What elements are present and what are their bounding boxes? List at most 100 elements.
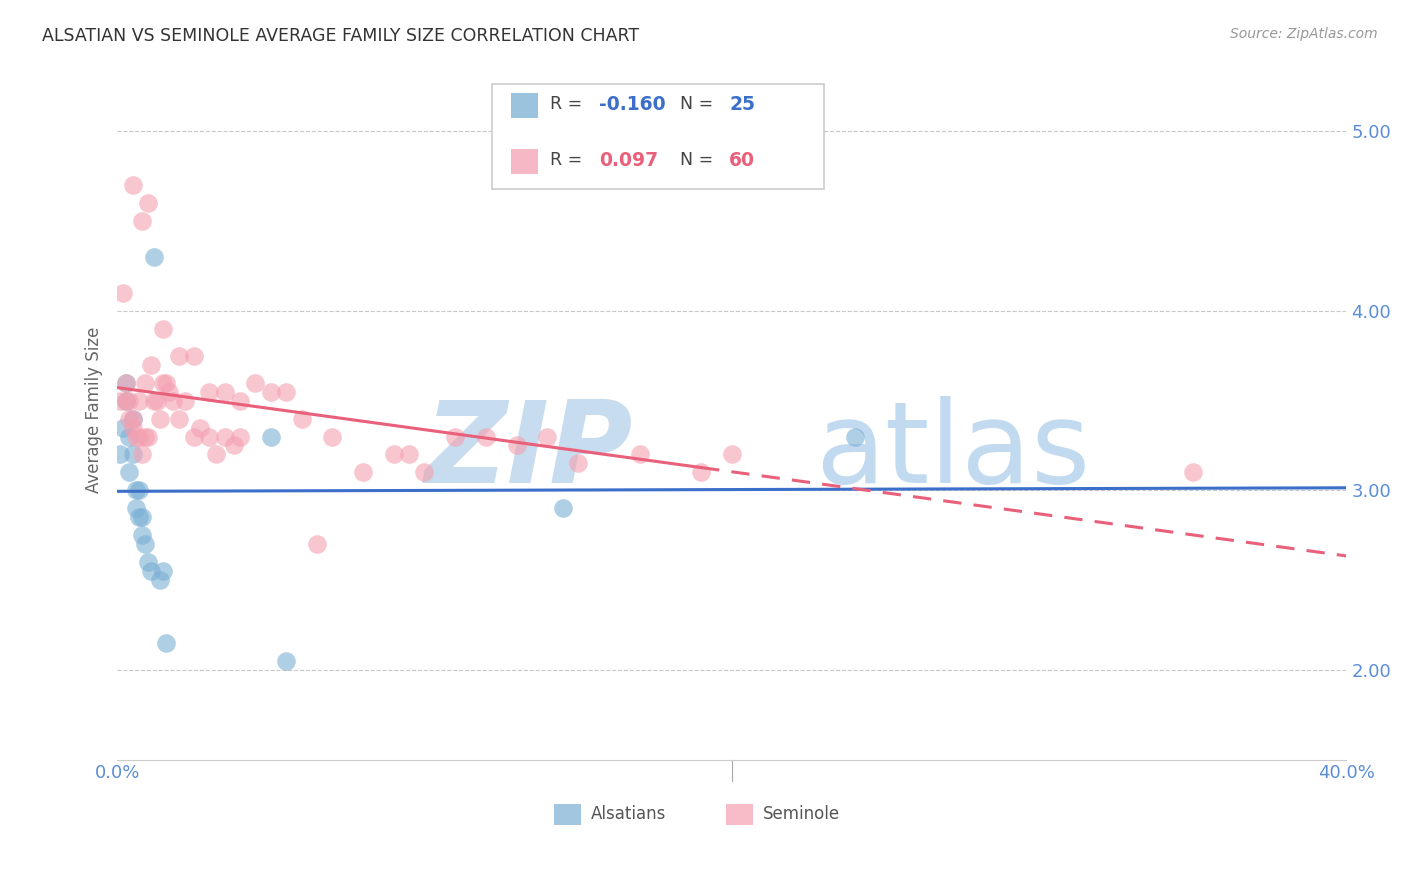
Text: -0.160: -0.160	[599, 95, 665, 113]
Point	[124, 483, 146, 498]
FancyBboxPatch shape	[510, 93, 537, 118]
Point	[173, 393, 195, 408]
Point	[121, 420, 143, 434]
Point	[136, 429, 159, 443]
Point	[229, 429, 252, 443]
Point	[124, 429, 146, 443]
Point	[134, 537, 156, 551]
FancyBboxPatch shape	[725, 804, 752, 825]
Point	[155, 636, 177, 650]
Point	[413, 466, 436, 480]
Text: ALSATIAN VS SEMINOLE AVERAGE FAMILY SIZE CORRELATION CHART: ALSATIAN VS SEMINOLE AVERAGE FAMILY SIZE…	[42, 27, 640, 45]
FancyBboxPatch shape	[510, 149, 537, 174]
Point	[260, 429, 283, 443]
Point	[290, 411, 312, 425]
Point	[1181, 466, 1204, 480]
Point	[131, 214, 153, 228]
Point	[204, 447, 226, 461]
Point	[121, 411, 143, 425]
Point	[183, 429, 205, 443]
Point	[115, 393, 138, 408]
Point	[276, 654, 298, 668]
Point	[305, 537, 328, 551]
Point	[188, 420, 211, 434]
Point	[505, 438, 527, 452]
Text: Alsatians: Alsatians	[591, 805, 666, 823]
Point	[128, 510, 150, 524]
Point	[551, 501, 574, 516]
Point	[260, 384, 283, 399]
Point	[167, 411, 190, 425]
Text: N =: N =	[681, 95, 718, 113]
Y-axis label: Average Family Size: Average Family Size	[86, 326, 103, 492]
Text: atlas: atlas	[815, 396, 1091, 508]
Point	[118, 466, 141, 480]
Point	[110, 393, 132, 408]
Point	[152, 564, 174, 578]
Point	[152, 322, 174, 336]
Point	[159, 384, 181, 399]
Point	[128, 483, 150, 498]
Point	[276, 384, 298, 399]
Point	[110, 447, 132, 461]
Point	[128, 429, 150, 443]
Point	[628, 447, 651, 461]
Point	[121, 178, 143, 193]
Point	[139, 358, 162, 372]
Point	[183, 349, 205, 363]
Point	[134, 376, 156, 390]
Point	[118, 393, 141, 408]
FancyBboxPatch shape	[554, 804, 581, 825]
Point	[131, 447, 153, 461]
Point	[214, 384, 236, 399]
Point	[121, 411, 143, 425]
Point	[198, 429, 221, 443]
Text: ZIP: ZIP	[425, 396, 634, 508]
Point	[115, 393, 138, 408]
Point	[398, 447, 420, 461]
Point	[382, 447, 405, 461]
Point	[352, 466, 374, 480]
Point	[198, 384, 221, 399]
Point	[136, 555, 159, 569]
Point	[143, 250, 166, 264]
Text: 0.097: 0.097	[599, 151, 658, 169]
Point	[152, 376, 174, 390]
Point	[720, 447, 742, 461]
Point	[214, 429, 236, 443]
Point	[112, 420, 135, 434]
Text: 60: 60	[730, 151, 755, 169]
Point	[121, 447, 143, 461]
Point	[115, 376, 138, 390]
Point	[143, 393, 166, 408]
Point	[128, 393, 150, 408]
Text: R =: R =	[550, 151, 588, 169]
Point	[134, 429, 156, 443]
Point	[222, 438, 245, 452]
Text: Source: ZipAtlas.com: Source: ZipAtlas.com	[1230, 27, 1378, 41]
Point	[118, 411, 141, 425]
Point	[444, 429, 467, 443]
Point	[131, 510, 153, 524]
Point	[131, 528, 153, 542]
Point	[245, 376, 267, 390]
Point	[112, 285, 135, 300]
Point	[475, 429, 498, 443]
Point	[118, 429, 141, 443]
Point	[124, 501, 146, 516]
Point	[149, 573, 172, 587]
Point	[567, 457, 589, 471]
Point	[155, 376, 177, 390]
Point	[536, 429, 558, 443]
Point	[844, 429, 866, 443]
Point	[136, 196, 159, 211]
Text: 25: 25	[730, 95, 755, 113]
Point	[690, 466, 713, 480]
Point	[321, 429, 343, 443]
Text: N =: N =	[681, 151, 718, 169]
Point	[229, 393, 252, 408]
Point	[115, 376, 138, 390]
Text: Seminole: Seminole	[762, 805, 839, 823]
Point	[146, 393, 169, 408]
Point	[149, 411, 172, 425]
